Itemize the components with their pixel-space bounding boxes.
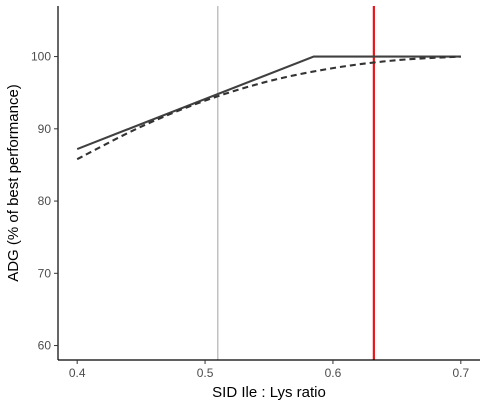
x-tick-label: 0.7 [452,366,469,380]
y-axis-title: ADG (% of best performance) [5,84,22,282]
y-tick-label: 80 [38,194,52,208]
axes [57,6,480,361]
y-tick-label: 100 [31,50,51,64]
x-tick-label: 0.6 [325,366,342,380]
x-tick-label: 0.5 [197,366,214,380]
reference-lines [217,6,375,360]
x-axis-title: SID Ile : Lys ratio [212,384,326,401]
ticks: 0.4 0.5 0.6 0.7 60 70 80 90 100 [31,50,470,380]
y-tick-label: 60 [38,339,52,353]
series-line-1-solid [76,55,461,151]
y-tick-label: 70 [38,266,52,280]
series-lines [76,55,461,161]
x-tick-label: 0.4 [69,366,86,380]
series-line-2-dashed [76,55,461,161]
y-tick-label: 90 [38,122,52,136]
